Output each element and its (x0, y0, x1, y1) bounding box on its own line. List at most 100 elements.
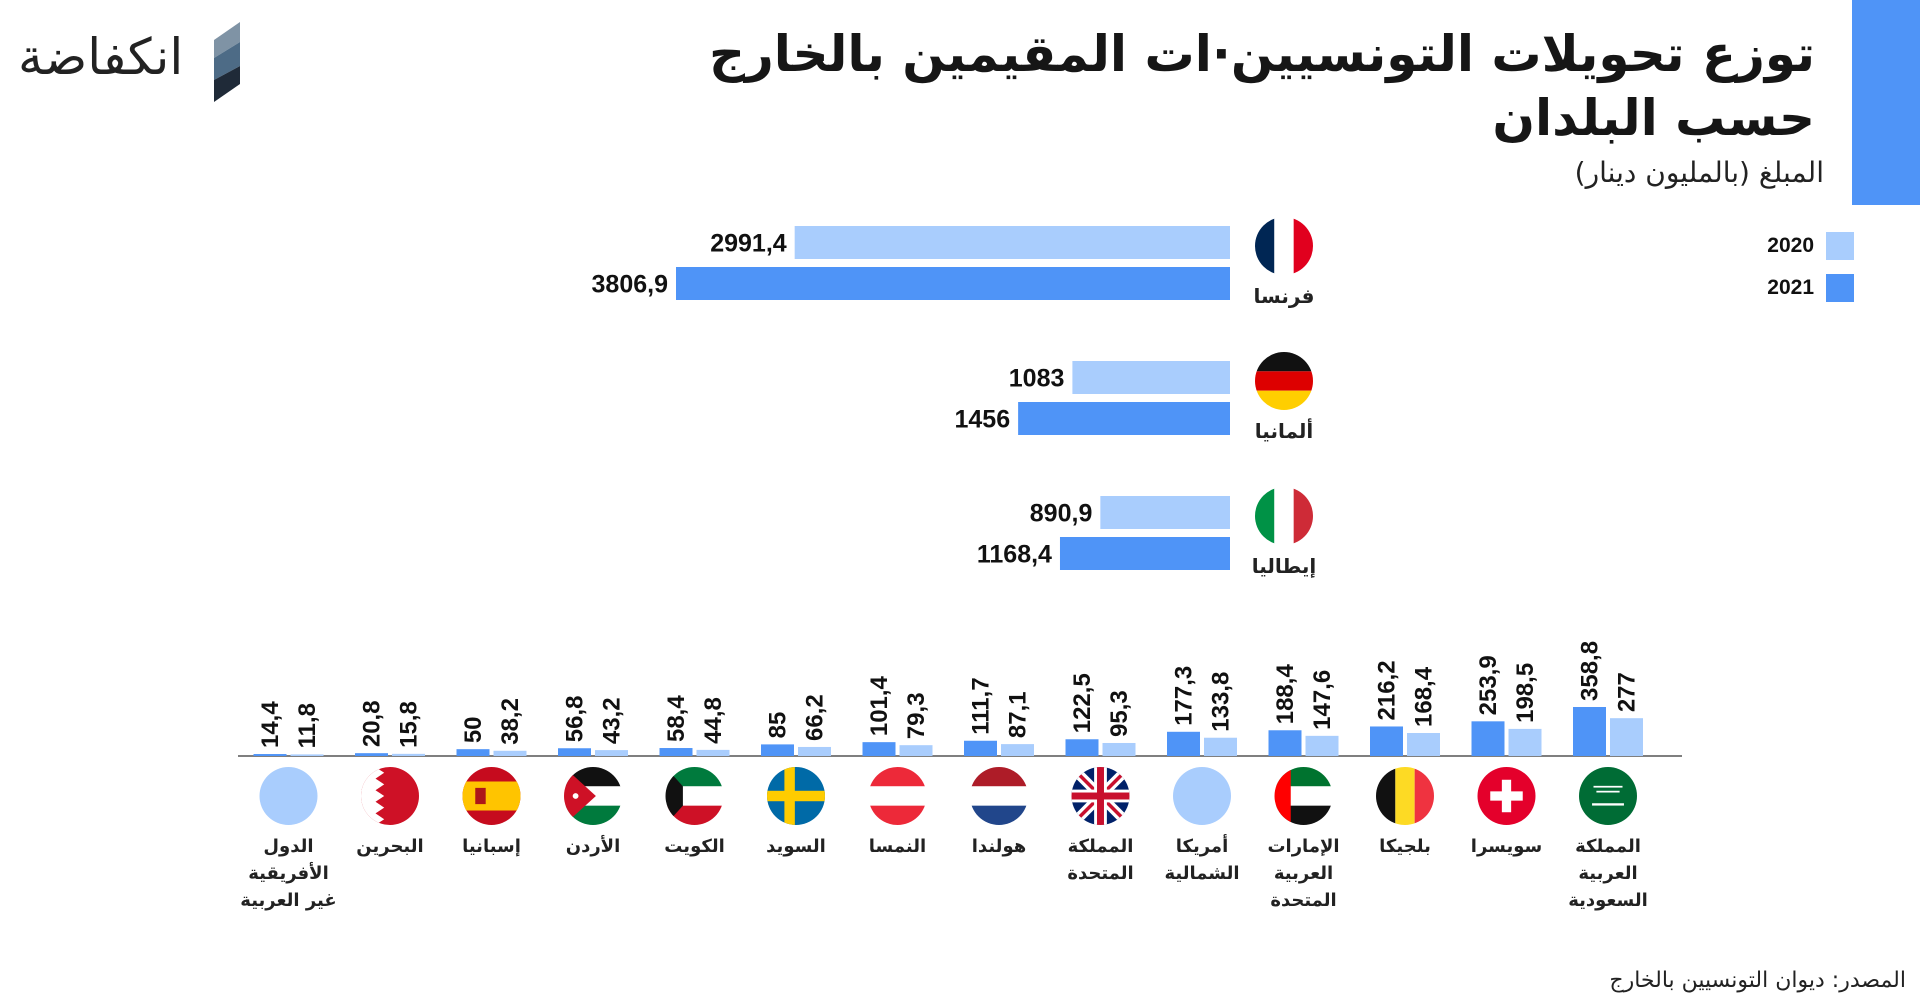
chart-subtitle: المبلغ (بالمليون دينار) (1574, 156, 1824, 189)
africa-circle (259, 767, 318, 825)
vbar-value-2021: 358,8 (1577, 641, 1604, 701)
vbar-2021 (456, 749, 490, 756)
jordan-flag (564, 767, 622, 825)
vbar-2020 (1508, 728, 1542, 756)
hbar-2020 (1100, 496, 1230, 529)
vbar-2020 (493, 750, 527, 756)
logo-mark-icon (214, 22, 240, 102)
vbar-2020 (1001, 744, 1034, 756)
vbar-value-2020: 66,2 (802, 694, 829, 741)
uae-flag (1274, 767, 1333, 825)
vbar-2021 (253, 754, 287, 756)
legend-label-2020: 2020 (1767, 234, 1814, 257)
vbar-2021 (862, 742, 896, 756)
vbar-value-2021: 111,7 (968, 677, 995, 734)
germany-flag (1255, 352, 1313, 410)
vbar-category-label: البحرين (356, 836, 423, 857)
legend-label-2021: 2021 (1767, 276, 1814, 299)
vbar-value-2020: 38,2 (497, 698, 524, 745)
vbar-value-2021: 253,9 (1475, 655, 1502, 715)
vbar-2021 (1065, 739, 1099, 756)
vbar-2020 (1610, 718, 1643, 756)
hbar-value-2021: 1168,4 (977, 541, 1052, 569)
vbar-value-2020: 79,3 (903, 692, 930, 739)
vbar-2021 (964, 740, 997, 756)
vbar-value-2021: 188,4 (1272, 664, 1299, 725)
vbar-category-label: السعودية (1568, 890, 1648, 911)
vbar-value-2021: 20,8 (359, 700, 386, 747)
vbar-2021 (558, 748, 591, 756)
vbar-value-2021: 14,4 (257, 701, 284, 748)
hbar-value-2020: 2991,4 (710, 230, 787, 258)
vbar-value-2021: 216,2 (1374, 660, 1401, 720)
legend-item-2021: 2021 (1734, 274, 1854, 304)
hbar-2021 (676, 267, 1230, 300)
vbar-category-label: الإمارات (1267, 836, 1339, 857)
vbar-category-label: المملكة (1575, 836, 1641, 857)
hbar-category-label: فرنسا (1254, 284, 1315, 308)
vbar-2020 (1204, 737, 1237, 756)
netherlands-flag (970, 767, 1028, 825)
vbar-category-label: المتحدة (1270, 890, 1336, 911)
vbar-category-label: المملكة (1068, 836, 1134, 857)
vbar-category-label: هولندا (972, 836, 1026, 857)
hbar-category-label: إيطاليا (1252, 554, 1317, 578)
sweden-flag (767, 767, 825, 825)
vbar-value-2020: 43,2 (599, 697, 626, 744)
vbar-2021 (761, 744, 794, 756)
vbar-value-2021: 58,4 (663, 695, 690, 742)
bahrain-flag (361, 767, 419, 825)
hbar-value-2020: 1083 (1009, 365, 1065, 393)
hbar-category-label: ألمانيا (1255, 417, 1313, 443)
hbar-2021 (1018, 402, 1230, 435)
vbar-2020 (392, 753, 425, 756)
vbar-2020 (1407, 733, 1440, 756)
legend-item-2020: 2020 (1734, 232, 1854, 262)
vbar-category-label: العربية (1274, 863, 1333, 884)
kuwait-flag (665, 767, 724, 825)
italy-flag (1255, 487, 1313, 545)
vbar-2020 (696, 749, 730, 756)
vbar-category-label: الدول (263, 836, 313, 857)
vbar-2021 (659, 748, 693, 756)
vbar-category-label: الشمالية (1164, 863, 1239, 884)
vbar-category-label: المتحدة (1067, 863, 1133, 884)
vbar-value-2020: 133,8 (1208, 672, 1235, 732)
vbar-2020 (1102, 742, 1136, 756)
vbar-value-2020: 87,1 (1005, 691, 1032, 738)
vbar-value-2020: 15,8 (396, 701, 423, 748)
vbar-category-label: الأفريقية (248, 862, 329, 884)
vbar-category-label: غير العربية (240, 890, 336, 911)
switzerland-flag (1477, 767, 1536, 825)
vbar-2021 (1167, 731, 1200, 756)
vbar-2021 (1573, 707, 1606, 756)
vbar-value-2021: 50 (460, 716, 487, 743)
hbar-2020 (794, 226, 1230, 259)
vbar-value-2021: 101,4 (866, 675, 893, 736)
accent-tab (1852, 0, 1920, 205)
vbar-category-label: السويد (766, 836, 826, 857)
vbar-value-2021: 122,5 (1069, 673, 1096, 733)
france-flag (1255, 217, 1313, 275)
chart-title: توزع تحويلات التونسيين·ات المقيمين بالخا… (708, 25, 1815, 147)
vbar-value-2021: 177,3 (1171, 666, 1198, 726)
vbar-category-label: أمريكا (1176, 834, 1229, 857)
logo-wordmark: انكفاضة (18, 28, 184, 86)
hbar-value-2020: 890,9 (1030, 500, 1093, 528)
vbar-2021 (1370, 726, 1403, 756)
vbar-value-2020: 11,8 (294, 703, 321, 748)
hbar-2020 (1072, 361, 1230, 394)
vbar-category-label: الكويت (664, 836, 725, 857)
austria-flag (868, 767, 927, 825)
saudi-arabia-flag (1579, 767, 1637, 825)
hbar-value-2021: 3806,9 (592, 271, 668, 299)
legend-swatch-2021 (1826, 274, 1854, 302)
vbar-category-label: العربية (1578, 863, 1637, 884)
vbar-2020 (290, 754, 324, 756)
source-note: المصدر: ديوان التونسيين بالخارج (1609, 968, 1906, 993)
uk-flag (1071, 767, 1130, 825)
vbar-value-2020: 44,8 (700, 697, 727, 744)
vbar-2020 (798, 746, 831, 756)
vbar-value-2020: 277 (1614, 672, 1641, 712)
